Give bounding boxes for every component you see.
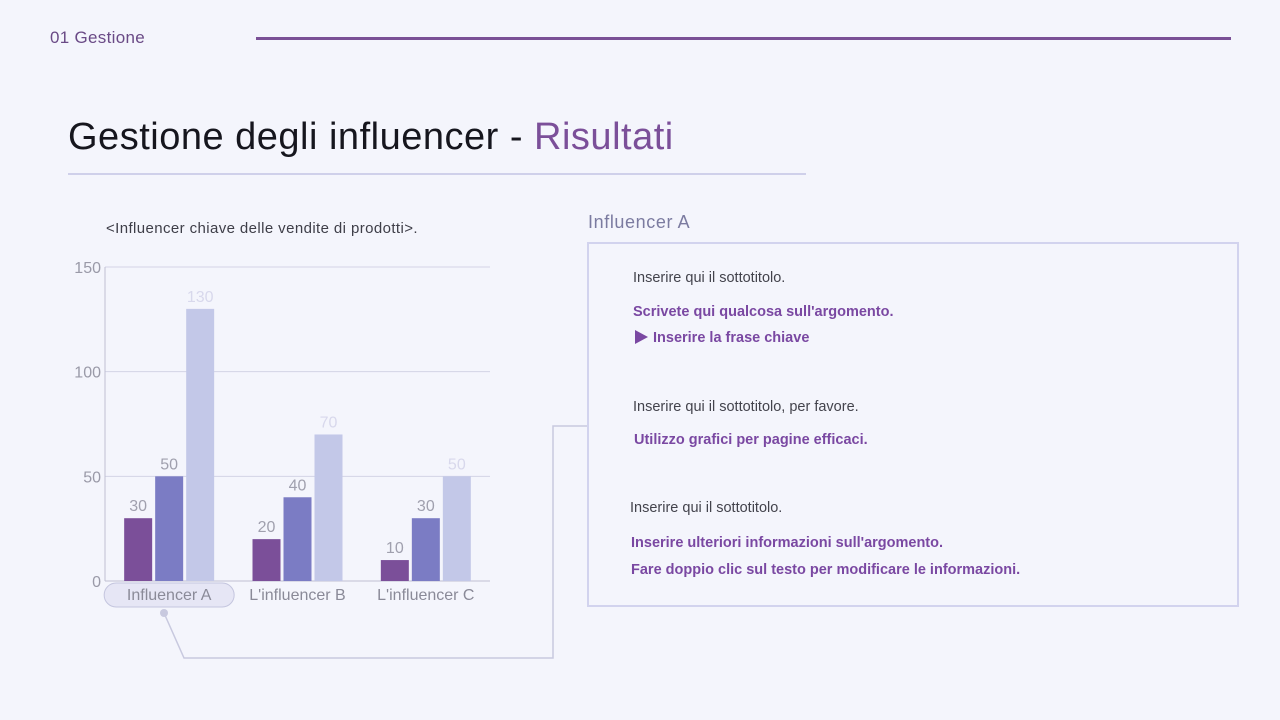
data-label: 70 [320, 414, 338, 431]
play-triangle-icon [635, 330, 648, 344]
data-label: 130 [187, 289, 214, 306]
block1-subtitle: Inserire qui il sottotitolo. [633, 270, 786, 286]
data-label: 20 [258, 519, 276, 536]
bar [380, 560, 409, 581]
block1-line2: Inserire la frase chiave [653, 330, 810, 346]
y-tick-label: 100 [74, 365, 101, 382]
block1-line1: Scrivete qui qualcosa sull'argomento. [633, 304, 894, 320]
block3-line1: Inserire ulteriori informazioni sull'arg… [631, 535, 944, 551]
block2-subtitle: Inserire qui il sottotitolo, per favore. [633, 399, 859, 415]
y-tick-label: 150 [74, 260, 101, 277]
x-tick-label: L'influencer B [249, 587, 345, 604]
title-underline [68, 173, 806, 175]
bar [283, 497, 312, 581]
y-tick-label: 50 [83, 469, 101, 486]
x-tick-label: Influencer A [127, 587, 212, 604]
bar [411, 518, 440, 581]
section-label: 01 Gestione [50, 28, 145, 47]
data-label: 30 [129, 498, 147, 515]
panel-heading: Influencer A [588, 212, 691, 232]
page-title: Gestione degli influencer - Risultati [68, 116, 674, 159]
bar [442, 476, 471, 581]
block1-keyphrase: Inserire la frase chiave [635, 330, 809, 346]
data-label: 10 [386, 540, 404, 557]
bar [155, 476, 184, 581]
x-tick-label: L'influencer C [377, 587, 474, 604]
bar [124, 518, 153, 581]
title-separator: - [498, 116, 535, 158]
block2-line1: Utilizzo grafici per pagine efficaci. [634, 432, 868, 448]
block3-subtitle: Inserire qui il sottotitolo. [630, 500, 783, 516]
bar-chart: 0 50 100 150 30 50 130 Influencer A 20 40 70 L'infl… [74, 260, 490, 608]
title-main: Gestione degli influencer [68, 116, 499, 158]
bar [252, 539, 281, 581]
bar [314, 434, 343, 581]
y-tick-label: 0 [92, 574, 101, 591]
block3-line2: Fare doppio clic sul testo per modificar… [631, 562, 1021, 578]
info-panel: Inserire qui il sottotitolo. Scrivete qu… [587, 242, 1239, 607]
data-label: 40 [289, 477, 307, 494]
bar [186, 308, 215, 581]
data-label: 50 [160, 456, 178, 473]
chart-caption: <Influencer chiave delle vendite di prod… [106, 220, 418, 237]
header-rule [256, 37, 1231, 40]
data-label: 30 [417, 498, 435, 515]
data-label: 50 [448, 456, 466, 473]
title-accent: Risultati [534, 116, 674, 158]
